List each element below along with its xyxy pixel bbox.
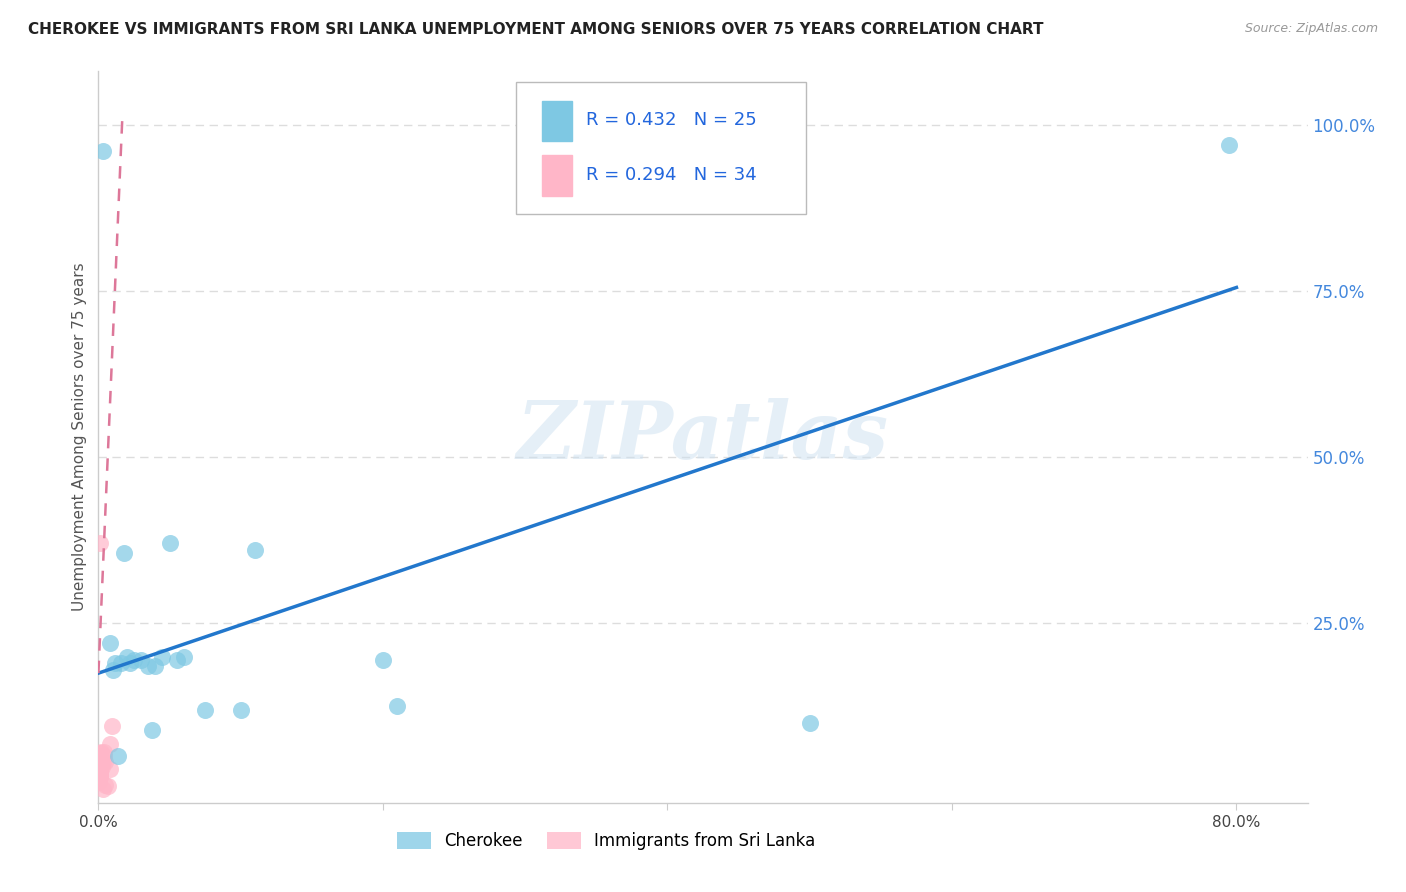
Point xyxy=(243,543,266,558)
Point xyxy=(89,752,111,766)
Point xyxy=(90,760,112,774)
Point xyxy=(100,762,122,776)
Point xyxy=(93,746,115,760)
Text: Source: ZipAtlas.com: Source: ZipAtlas.com xyxy=(1244,22,1378,36)
Point xyxy=(141,723,163,737)
Point xyxy=(166,653,188,667)
Bar xyxy=(543,155,572,195)
Point xyxy=(118,656,141,670)
Point xyxy=(385,699,408,714)
Point xyxy=(94,755,117,769)
Point xyxy=(112,546,135,560)
Point xyxy=(89,768,111,782)
Point xyxy=(143,659,166,673)
Point xyxy=(115,649,138,664)
Point xyxy=(87,767,110,781)
Point xyxy=(89,768,111,782)
Point xyxy=(173,649,195,664)
Legend: Cherokee, Immigrants from Sri Lanka: Cherokee, Immigrants from Sri Lanka xyxy=(391,825,823,856)
Point xyxy=(89,536,111,550)
Point xyxy=(1218,137,1240,152)
Text: R = 0.432   N = 25: R = 0.432 N = 25 xyxy=(586,112,756,129)
Point xyxy=(98,737,121,751)
Point xyxy=(93,748,115,763)
Point xyxy=(194,703,217,717)
Point xyxy=(89,768,111,782)
Point xyxy=(229,703,252,717)
Point xyxy=(101,663,124,677)
Point xyxy=(799,716,821,731)
Point xyxy=(89,756,111,771)
Point xyxy=(89,747,111,761)
Point xyxy=(89,759,111,773)
Point xyxy=(98,636,121,650)
Point xyxy=(89,764,111,778)
Point xyxy=(89,764,111,779)
Bar xyxy=(543,101,572,141)
Point xyxy=(152,649,174,664)
Point xyxy=(129,653,152,667)
Point xyxy=(94,778,117,792)
Text: CHEROKEE VS IMMIGRANTS FROM SRI LANKA UNEMPLOYMENT AMONG SENIORS OVER 75 YEARS C: CHEROKEE VS IMMIGRANTS FROM SRI LANKA UN… xyxy=(28,22,1043,37)
Point xyxy=(159,536,181,550)
Point xyxy=(110,656,132,670)
Point xyxy=(87,754,110,768)
Point xyxy=(91,755,114,769)
Point xyxy=(87,765,110,780)
Point xyxy=(87,772,110,786)
Point xyxy=(89,753,111,767)
Text: R = 0.294   N = 34: R = 0.294 N = 34 xyxy=(586,166,756,185)
Point xyxy=(89,749,111,764)
Point xyxy=(87,775,110,789)
Point xyxy=(90,745,112,759)
Point xyxy=(101,719,124,733)
Point xyxy=(104,656,127,670)
Point xyxy=(97,779,120,793)
Point xyxy=(89,770,111,784)
Point xyxy=(136,659,159,673)
Point xyxy=(371,653,394,667)
Point xyxy=(87,766,110,780)
Point xyxy=(89,765,111,780)
Point xyxy=(122,653,145,667)
Text: ZIPatlas: ZIPatlas xyxy=(517,399,889,475)
Point xyxy=(107,749,129,764)
Point xyxy=(87,764,110,779)
Y-axis label: Unemployment Among Seniors over 75 years: Unemployment Among Seniors over 75 years xyxy=(72,263,87,611)
FancyBboxPatch shape xyxy=(516,82,806,214)
Point xyxy=(91,782,114,797)
Point xyxy=(91,144,114,158)
